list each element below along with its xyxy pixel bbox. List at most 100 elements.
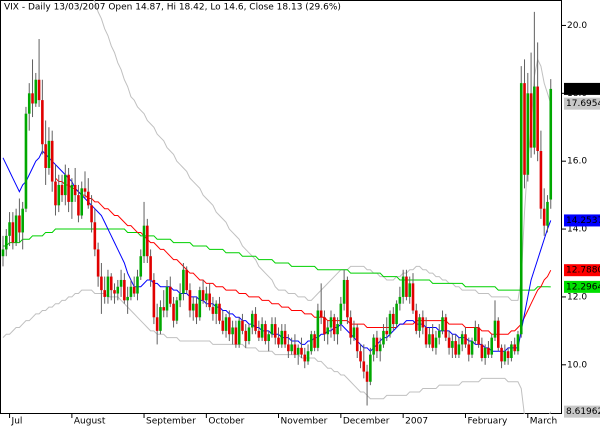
candle-body — [195, 303, 198, 318]
candle-body — [408, 283, 412, 297]
candle-body — [116, 286, 120, 294]
candle-body — [67, 174, 70, 202]
candles — [1, 11, 553, 406]
candle-body — [290, 344, 293, 352]
candle-body — [510, 344, 513, 359]
candle-body — [539, 151, 543, 209]
x-tick-label: March — [530, 417, 557, 427]
candle-body — [355, 327, 359, 352]
candle-body — [441, 317, 444, 331]
candle-body — [168, 286, 172, 304]
x-tick-label: December — [343, 417, 390, 427]
candle-body — [546, 201, 549, 226]
candle-body — [254, 313, 257, 331]
candle-body — [264, 324, 267, 342]
candle-body — [424, 327, 428, 345]
x-tick-label: September — [146, 417, 196, 427]
candle-body — [388, 313, 392, 335]
candle-body — [37, 79, 41, 101]
last-value-label: 17.6954 — [566, 99, 600, 109]
candle-body — [434, 337, 438, 348]
plot-frame — [0, 0, 562, 414]
last-value-box — [564, 405, 600, 418]
candle-body — [503, 351, 507, 362]
last-value-label: 12.7880 — [566, 266, 600, 276]
candle-body — [451, 341, 454, 348]
candle-body — [113, 290, 116, 294]
candle-body — [392, 313, 395, 325]
candle-body — [303, 354, 307, 362]
candle-body — [136, 276, 139, 294]
candle-body — [77, 195, 80, 216]
candle-body — [437, 330, 441, 338]
candle-body — [211, 307, 215, 314]
candle-body — [41, 100, 44, 145]
candle-body — [474, 327, 477, 342]
candle-body — [214, 303, 218, 314]
candle-body — [96, 249, 100, 277]
candle-body — [123, 279, 126, 301]
candle-body — [326, 327, 330, 335]
candle-body — [267, 334, 270, 342]
candle-body — [260, 324, 264, 338]
candle-body — [516, 334, 520, 352]
candle-body — [14, 215, 18, 243]
candle-body — [428, 334, 431, 345]
last-value-label: 12.2964 — [566, 282, 600, 292]
candle-body — [382, 330, 385, 345]
candle-body — [336, 324, 339, 335]
candle-body — [218, 303, 221, 321]
candle-body — [300, 347, 303, 355]
candle-body — [100, 276, 103, 291]
candle-body — [323, 317, 326, 335]
candle-body — [152, 279, 156, 318]
candle-body — [50, 140, 54, 182]
candle-body — [178, 293, 182, 301]
candle-body — [205, 293, 208, 301]
candle-body — [172, 303, 175, 321]
candle-body — [191, 303, 195, 311]
candle-body — [349, 317, 352, 338]
candle-body — [273, 324, 277, 338]
last-value-box — [564, 280, 600, 293]
candle-body — [73, 184, 77, 196]
candle-body — [208, 293, 211, 308]
candle-body — [316, 310, 320, 348]
candle-body — [487, 347, 490, 355]
candle-body — [24, 113, 28, 209]
candle-body — [398, 296, 402, 304]
candle-body — [44, 144, 47, 168]
candle-body — [306, 351, 310, 362]
candle-body — [313, 334, 316, 348]
candle-body — [385, 330, 389, 335]
candle-body — [1, 249, 5, 257]
candle-body — [365, 371, 369, 382]
candle-body — [165, 286, 169, 311]
candle-body — [47, 140, 51, 168]
candle-body — [64, 174, 67, 196]
candle-body — [70, 184, 74, 202]
candle-body — [185, 269, 188, 291]
last-value-box — [564, 264, 600, 277]
candle-body — [146, 225, 149, 257]
indicator-line — [2, 150, 552, 352]
candle-body — [506, 351, 510, 359]
candle-body — [359, 351, 362, 362]
candle-body — [477, 327, 480, 345]
candle-body — [480, 344, 484, 359]
candle-body — [493, 320, 497, 338]
x-tick-label: August — [74, 417, 106, 427]
candle-body — [411, 283, 415, 311]
candle-body — [280, 330, 284, 345]
candle-body — [129, 286, 133, 297]
candle-body — [54, 181, 57, 206]
candle-body — [126, 296, 129, 301]
y-tick-label: 12.0 — [567, 292, 587, 302]
candle-body — [378, 344, 382, 352]
candle-body — [375, 337, 379, 352]
last-value-label: 14.2537 — [566, 216, 600, 226]
candle-body — [86, 191, 90, 206]
candle-body — [549, 88, 553, 200]
x-tick-label: October — [208, 417, 244, 427]
